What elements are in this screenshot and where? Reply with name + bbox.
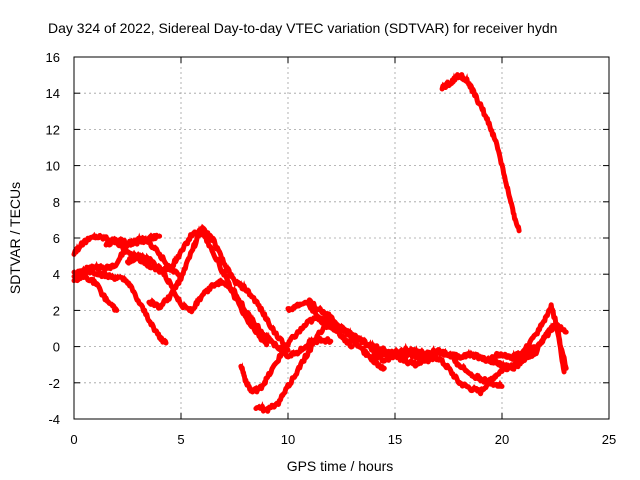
tick-labels: 0 5 10 15 20 25 -4 -2 0 2 4 6 8 10 12 14 16 (46, 50, 617, 447)
series-jitter-sat-j (287, 296, 503, 386)
series-line-sat-k (306, 303, 537, 397)
x-tick-label: 25 (602, 432, 616, 447)
series-line-sat-g (146, 275, 184, 311)
series-line-sat-m (488, 302, 567, 375)
series-line-sat-n (520, 322, 569, 371)
y-tick-label: 10 (46, 159, 60, 174)
series-line-sat-o (439, 72, 522, 234)
y-tick-label: 4 (53, 267, 60, 282)
series-jitter-sat-e (105, 230, 160, 246)
x-tick-label: 10 (281, 432, 295, 447)
y-tick-label: -4 (48, 412, 60, 427)
y-tick-label: 14 (46, 86, 60, 101)
y-tick-label: 16 (46, 50, 60, 65)
y-tick-label: 6 (53, 231, 60, 246)
chart-title: Day 324 of 2022, Sidereal Day-to-day VTE… (48, 20, 557, 36)
y-tick-label: 2 (53, 303, 60, 318)
series-line-sat-b (71, 267, 169, 346)
x-tick-label: 5 (177, 432, 184, 447)
series-jitter-sat-o (441, 70, 521, 229)
y-tick-label: -2 (48, 376, 60, 391)
series-line-sat-e (103, 232, 163, 248)
y-axis-label: SDTVAR / TECUs (7, 182, 23, 294)
series-line-sat-i (253, 317, 387, 414)
x-tick-label: 0 (70, 432, 77, 447)
y-tick-label: 12 (46, 122, 60, 137)
plot-frame (73, 56, 610, 420)
series-jitter-sat-l (372, 319, 567, 369)
x-axis-label: GPS time / hours (287, 458, 394, 474)
series-layer (71, 70, 569, 414)
series-jitter-sat-b (73, 265, 167, 343)
y-tick-label: 0 (53, 340, 60, 355)
x-tick-label: 15 (388, 432, 402, 447)
series-jitter-sat-i (255, 316, 385, 413)
x-tick-label: 20 (495, 432, 509, 447)
series-jitter-sat-n (522, 320, 568, 367)
grid (74, 57, 609, 419)
series-jitter-sat-d (73, 271, 118, 311)
y-tick-label: 8 (53, 195, 60, 210)
